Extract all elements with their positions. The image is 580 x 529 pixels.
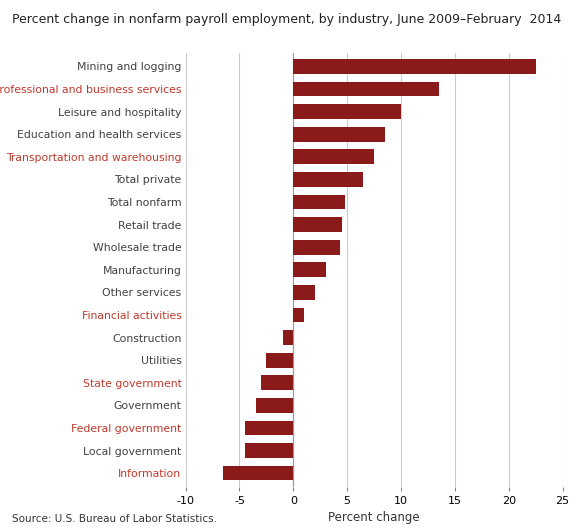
Bar [293, 262, 325, 277]
Bar [293, 81, 438, 96]
Bar [293, 285, 315, 300]
Bar [223, 466, 293, 480]
Bar [282, 330, 293, 345]
Bar [266, 353, 293, 368]
Bar [293, 195, 345, 209]
Bar [261, 376, 293, 390]
Bar [293, 59, 536, 74]
Bar [293, 104, 401, 119]
Bar [245, 421, 293, 435]
Bar [293, 217, 342, 232]
Bar [245, 443, 293, 458]
X-axis label: Percent change: Percent change [328, 511, 420, 524]
Bar [293, 127, 385, 142]
Bar [293, 240, 340, 254]
Bar [256, 398, 293, 413]
Text: Percent change in nonfarm payroll employment, by industry, June 2009–February  2: Percent change in nonfarm payroll employ… [12, 13, 561, 26]
Bar [293, 150, 374, 164]
Bar [293, 172, 363, 187]
Text: Source: U.S. Bureau of Labor Statistics.: Source: U.S. Bureau of Labor Statistics. [12, 514, 216, 524]
Bar [293, 308, 304, 322]
